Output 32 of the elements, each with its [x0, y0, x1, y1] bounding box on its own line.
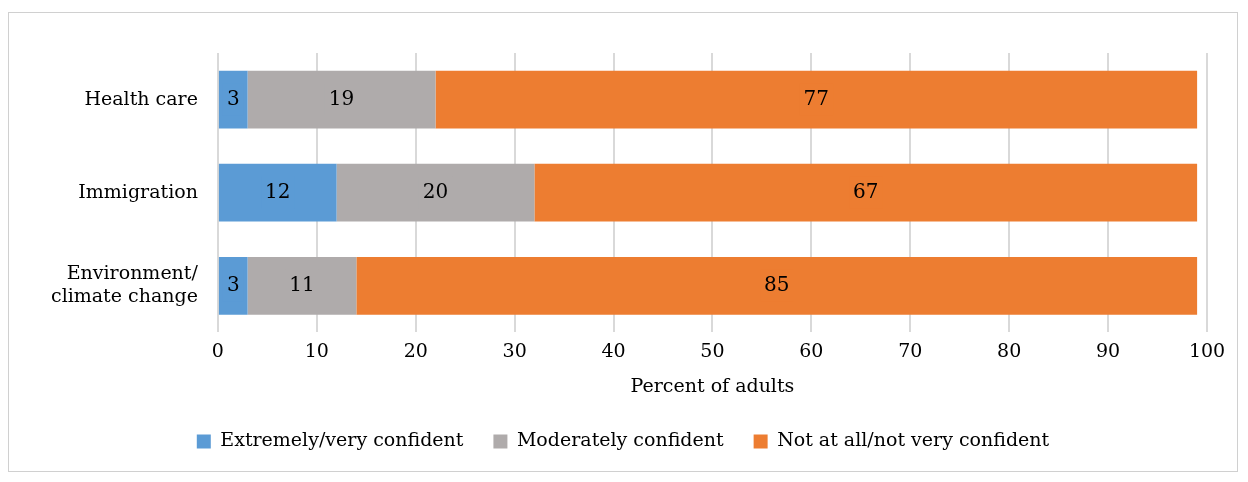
data-label: 3: [226, 272, 240, 297]
y-tick-label: Environment/ climate change: [50, 261, 199, 307]
bar: [247, 70, 436, 129]
data-label: 11: [289, 272, 315, 297]
x-tick-label: 0: [211, 338, 224, 361]
bar: [435, 70, 1198, 129]
x-tick-label: 10: [304, 338, 329, 361]
bar: [356, 256, 1198, 315]
bar: [534, 163, 1198, 222]
x-tick-label: 80: [997, 338, 1022, 361]
x-tick-label: 100: [1188, 338, 1226, 361]
data-label: 20: [422, 178, 449, 203]
data-label: 85: [764, 272, 790, 297]
x-tick-label: 40: [601, 338, 626, 361]
legend-label: Not at all/not very confident: [777, 428, 1050, 451]
legend-label: Moderately confident: [516, 428, 724, 451]
x-tick-label: 50: [700, 338, 725, 361]
data-label: 3: [226, 85, 240, 110]
bar: [336, 163, 535, 222]
x-tick-label: 70: [898, 338, 923, 361]
x-tick-label: 90: [1096, 338, 1121, 361]
x-tick-label: 60: [799, 338, 824, 361]
x-tick-label: 30: [502, 338, 527, 361]
data-label: 19: [328, 85, 355, 110]
data-label: 77: [803, 85, 830, 110]
x-tick-label: 20: [403, 338, 428, 361]
data-label: 67: [853, 178, 879, 203]
y-tick-label: Health care: [84, 86, 198, 109]
data-label: 12: [265, 178, 291, 203]
y-tick-label: Immigration: [78, 179, 198, 202]
legend-label: Extremely/very confident: [220, 428, 464, 451]
x-axis-title: Percent of adults: [630, 373, 795, 396]
